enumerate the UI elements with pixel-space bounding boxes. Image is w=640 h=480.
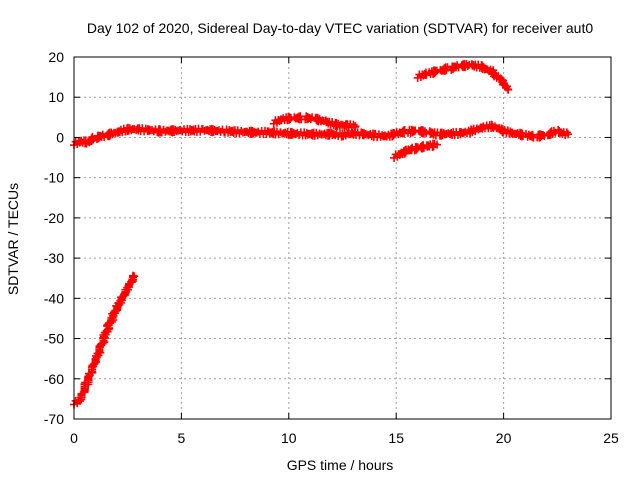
data-point	[130, 272, 139, 281]
axis-ticks	[73, 56, 612, 420]
x-tick-label: 10	[281, 430, 297, 446]
data-point	[176, 126, 185, 135]
x-tick-label: 15	[388, 430, 404, 446]
chart-title: Day 102 of 2020, Sidereal Day-to-day VTE…	[87, 20, 594, 36]
series-main-band	[70, 120, 571, 150]
x-tick-label: 20	[496, 430, 512, 446]
x-tick-label: 0	[70, 430, 78, 446]
y-tick-label: -60	[44, 371, 64, 387]
data-point	[433, 140, 442, 149]
y-tick-labels: -70 -60 -50 -40 -30 -20 -10 0 10 20	[44, 49, 64, 427]
y-tick-label: 0	[56, 129, 64, 145]
series-dip-15-17	[390, 139, 439, 162]
y-tick-label: -70	[44, 411, 64, 427]
y-tick-label: -10	[44, 170, 64, 186]
plot-frame	[73, 56, 612, 420]
x-tick-label: 25	[603, 430, 619, 446]
series-upper-arc	[413, 59, 513, 94]
y-tick-label: 10	[48, 89, 64, 105]
y-axis-title: SDTVAR / TECUs	[5, 183, 21, 295]
series-bump-9-13	[269, 112, 360, 132]
data-point	[351, 122, 360, 131]
x-tick-labels: 0 5 10 15 20 25	[70, 430, 619, 446]
y-tick-label: -40	[44, 290, 64, 306]
y-tick-label: -20	[44, 210, 64, 226]
x-tick-label: 5	[178, 430, 186, 446]
data-points	[70, 59, 573, 409]
data-point	[503, 85, 512, 94]
data-point	[564, 130, 573, 139]
y-tick-label: -50	[44, 331, 64, 347]
series-steep-rise	[70, 271, 137, 409]
y-tick-label: -30	[44, 250, 64, 266]
data-point	[198, 125, 207, 134]
y-tick-label: 20	[48, 49, 64, 65]
x-axis-title: GPS time / hours	[287, 457, 394, 473]
